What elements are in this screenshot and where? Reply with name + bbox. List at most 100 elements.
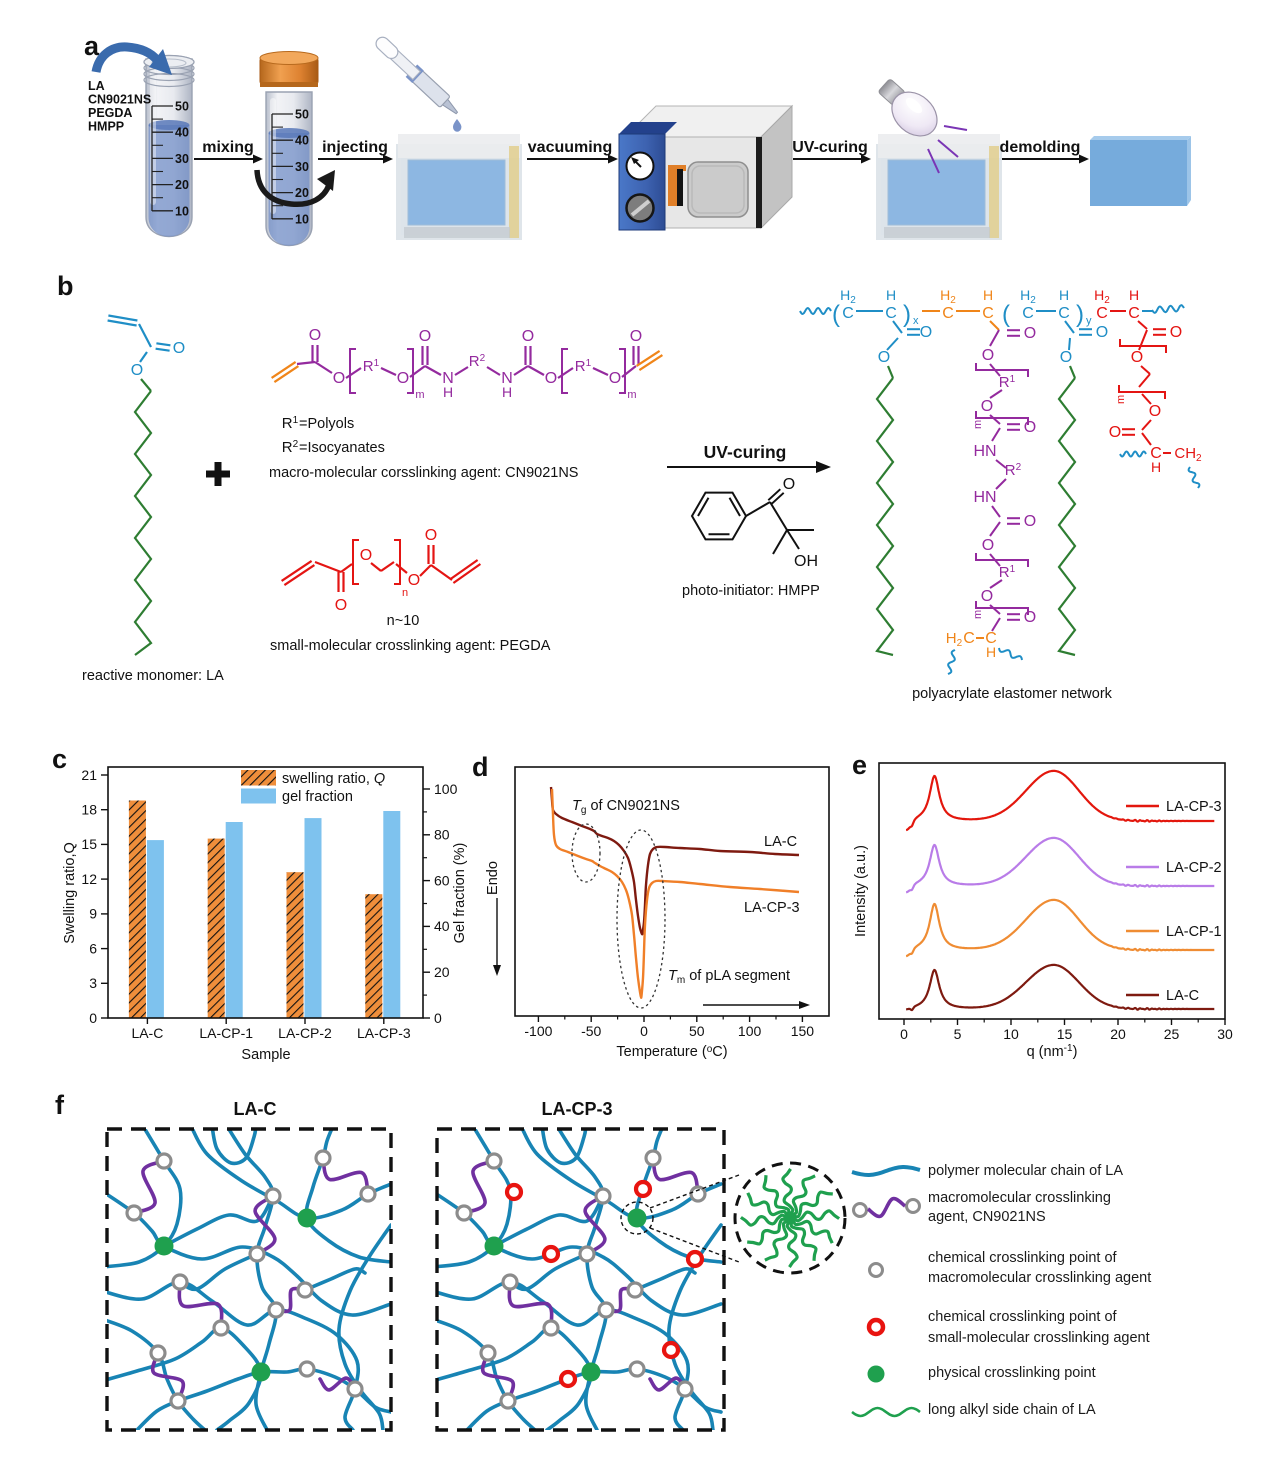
svg-text:H: H	[443, 384, 453, 400]
svg-text:CN9021NS: CN9021NS	[88, 93, 151, 107]
svg-text:50: 50	[689, 1023, 705, 1039]
svg-text:photo-initiator: HMPP: photo-initiator: HMPP	[682, 583, 820, 599]
svg-text:C: C	[842, 305, 854, 322]
svg-text:m: m	[972, 420, 984, 429]
svg-text:O: O	[522, 328, 534, 345]
svg-text:40: 40	[434, 918, 450, 934]
svg-text:100: 100	[434, 781, 458, 797]
svg-text:Endo: Endo	[485, 861, 501, 895]
svg-text:injecting: injecting	[322, 139, 388, 156]
svg-text:20: 20	[295, 186, 309, 200]
svg-text:H: H	[986, 644, 996, 660]
svg-text:O: O	[1024, 419, 1036, 436]
svg-text:LA-CP-3: LA-CP-3	[1166, 799, 1222, 815]
svg-text:C: C	[985, 630, 997, 647]
svg-text:mixing: mixing	[202, 139, 254, 156]
svg-text:f: f	[55, 1090, 65, 1120]
svg-text:y: y	[1086, 315, 1092, 327]
svg-text:n~10: n~10	[387, 613, 420, 629]
svg-text:Gel fraction (%): Gel fraction (%)	[452, 843, 468, 944]
svg-text:gel fraction: gel fraction	[282, 789, 353, 805]
svg-text:O: O	[1149, 403, 1161, 420]
svg-text:N: N	[442, 370, 454, 387]
svg-text:C: C	[963, 630, 975, 647]
svg-text:O: O	[878, 349, 890, 366]
svg-text:30: 30	[295, 160, 309, 174]
svg-text:20: 20	[1110, 1026, 1126, 1042]
svg-text:H: H	[886, 287, 896, 303]
svg-text:0: 0	[640, 1023, 648, 1039]
svg-text:LA-CP-2: LA-CP-2	[1166, 860, 1222, 876]
svg-text:O: O	[1131, 349, 1143, 366]
svg-text:80: 80	[434, 827, 450, 843]
svg-text:O: O	[1024, 609, 1036, 626]
svg-text:LA-C: LA-C	[1166, 988, 1199, 1004]
svg-text:LA: LA	[88, 79, 105, 93]
svg-text:O: O	[1024, 325, 1036, 342]
svg-text:UV-curing: UV-curing	[792, 139, 868, 156]
svg-text:CH2: CH2	[1174, 445, 1202, 464]
svg-text:physical crosslinking point: physical crosslinking point	[928, 1365, 1096, 1381]
svg-text:small-molecular crosslinking a: small-molecular crosslinking agent: PEGD…	[270, 638, 551, 654]
svg-text:Tg of CN9021NS: Tg of CN9021NS	[572, 798, 680, 816]
svg-text:O: O	[630, 328, 642, 345]
svg-text:H: H	[1059, 287, 1069, 303]
svg-text:H: H	[1129, 287, 1139, 303]
svg-text:150: 150	[791, 1023, 815, 1039]
svg-text:O: O	[609, 370, 621, 387]
svg-text:a: a	[84, 31, 100, 61]
svg-text:40: 40	[175, 126, 189, 140]
svg-text:0: 0	[89, 1010, 97, 1026]
svg-text:C: C	[885, 305, 897, 322]
svg-text:chemical crosslinking point of: chemical crosslinking point of	[928, 1250, 1118, 1266]
svg-text:vacuuming: vacuuming	[528, 139, 612, 156]
svg-text:): )	[903, 301, 911, 328]
svg-text:): )	[1076, 301, 1084, 328]
svg-text:polyacrylate elastomer network: polyacrylate elastomer network	[912, 686, 1113, 702]
svg-text:small-molecular crosslinking a: small-molecular crosslinking agent	[928, 1330, 1150, 1346]
svg-text:O: O	[920, 324, 932, 341]
svg-text:(: (	[1002, 301, 1010, 328]
svg-text:O: O	[981, 588, 993, 605]
svg-text:HN: HN	[973, 443, 996, 460]
svg-text:H: H	[502, 384, 512, 400]
svg-text:Temperature (oC): Temperature (oC)	[616, 1044, 727, 1060]
svg-text:PEGDA: PEGDA	[88, 106, 132, 120]
svg-text:100: 100	[738, 1023, 762, 1039]
svg-text:3: 3	[89, 975, 97, 991]
svg-text:21: 21	[81, 767, 97, 783]
svg-text:60: 60	[434, 872, 450, 888]
svg-text:=Polyols: =Polyols	[299, 416, 354, 432]
svg-text:-50: -50	[581, 1023, 601, 1039]
svg-text:m: m	[627, 389, 636, 401]
svg-text:C: C	[1058, 305, 1070, 322]
svg-text:10: 10	[175, 204, 189, 218]
svg-text:O: O	[981, 398, 993, 415]
svg-text:5: 5	[954, 1026, 962, 1042]
svg-text:Tm of pLA segment: Tm of pLA segment	[668, 968, 790, 986]
svg-text:demolding: demolding	[1000, 139, 1081, 156]
svg-text:O: O	[1060, 349, 1072, 366]
svg-text:O: O	[131, 362, 143, 379]
svg-text:n: n	[402, 587, 408, 599]
svg-text:swelling ratio, Q: swelling ratio, Q	[282, 771, 385, 787]
svg-text:25: 25	[1164, 1026, 1180, 1042]
svg-text:x: x	[913, 315, 919, 327]
svg-text:C: C	[1096, 305, 1108, 322]
svg-text:c: c	[52, 744, 67, 774]
svg-text:agent, CN9021NS: agent, CN9021NS	[928, 1209, 1046, 1225]
svg-text:15: 15	[1057, 1026, 1073, 1042]
svg-text:O: O	[1170, 324, 1182, 341]
svg-text:O: O	[1096, 324, 1108, 341]
svg-text:O: O	[1024, 513, 1036, 530]
svg-text:10: 10	[1003, 1026, 1019, 1042]
svg-text:long alkyl side chain of LA: long alkyl side chain of LA	[928, 1402, 1096, 1418]
svg-text:Sample: Sample	[241, 1047, 290, 1063]
svg-text:HMPP: HMPP	[88, 120, 124, 134]
svg-text:O: O	[982, 537, 994, 554]
svg-text:chemical crosslinking point of: chemical crosslinking point of	[928, 1309, 1118, 1325]
svg-text:O: O	[982, 347, 994, 364]
svg-text:LA-CP-3: LA-CP-3	[357, 1025, 411, 1041]
svg-text:C: C	[1150, 445, 1162, 462]
svg-text:LA-CP-2: LA-CP-2	[278, 1025, 332, 1041]
